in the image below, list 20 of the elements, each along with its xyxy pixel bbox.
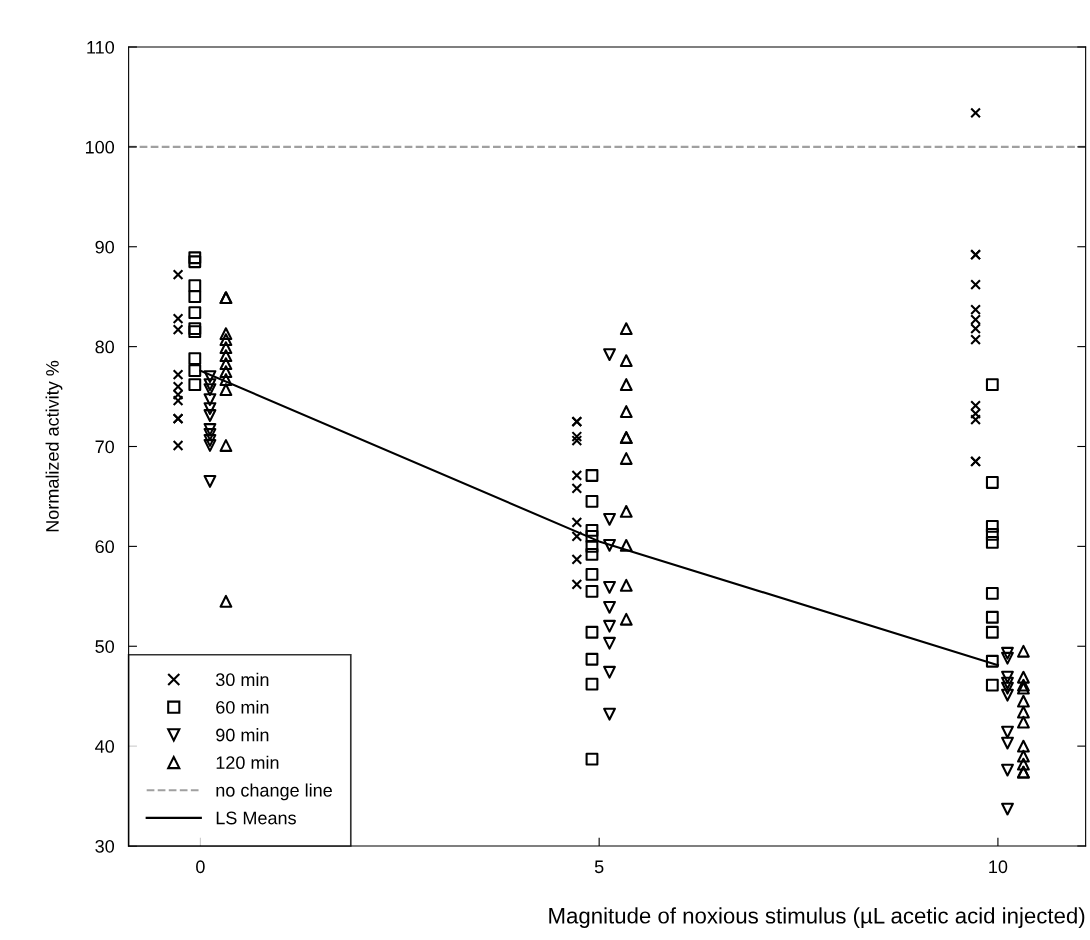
y-tick-label: 90 [95, 240, 115, 254]
x-tick-label: 10 [989, 860, 1008, 874]
legend-label: 60 min [216, 700, 269, 714]
legend-label: LS Means [216, 811, 296, 825]
y-tick-label: 40 [95, 740, 115, 753]
y-axis-title: Normalized activity % [45, 360, 63, 532]
y-tick-label: 110 [87, 40, 115, 54]
y-tick-label: 70 [95, 440, 115, 454]
legend-label: 90 min [216, 728, 269, 742]
legend-label: no change line [216, 783, 332, 801]
y-tick-label: 30 [95, 839, 115, 853]
legend-label: 120 min [216, 755, 279, 770]
y-tick-label: 100 [85, 140, 115, 154]
x-tick-label: 5 [594, 860, 604, 874]
x-axis-title: Magnitude of noxious stimulus (µL acetic acid injected) [549, 907, 1085, 928]
legend-label: 30 min [215, 672, 269, 687]
y-tick-label: 80 [95, 340, 115, 354]
x-tick-label: 0 [196, 860, 205, 874]
y-tick-label: 60 [95, 540, 115, 554]
y-tick-label: 50 [95, 640, 115, 653]
